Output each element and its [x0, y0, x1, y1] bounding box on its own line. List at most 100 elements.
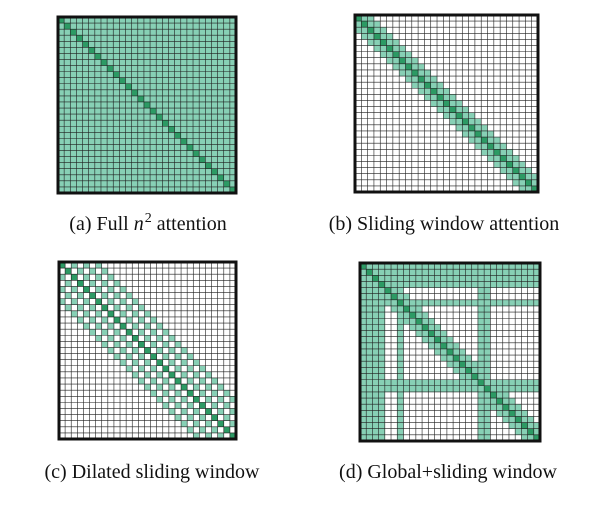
attention-cell — [360, 428, 367, 436]
attention-cell — [119, 35, 126, 42]
attention-cell — [125, 95, 132, 103]
attention-cell — [422, 263, 429, 270]
attention-cell — [107, 335, 115, 342]
attention-cell — [490, 281, 497, 288]
diagonal-cell — [70, 29, 77, 36]
diagonal-cell — [415, 318, 423, 325]
attention-cell — [428, 336, 435, 343]
attention-cell — [107, 120, 114, 127]
attention-cell — [168, 174, 175, 182]
attention-cell — [484, 355, 491, 362]
attention-cell — [490, 404, 497, 411]
diagonal-cell — [107, 65, 114, 72]
attention-cell — [107, 144, 114, 151]
attention-cell — [493, 161, 501, 168]
attention-cell — [453, 348, 460, 356]
attention-cell — [521, 263, 528, 270]
attention-cell — [366, 422, 373, 429]
attention-cell — [162, 168, 169, 175]
attention-cell — [100, 180, 108, 188]
attention-cell — [120, 286, 127, 293]
attention-cell — [229, 156, 237, 163]
attention-cell — [508, 398, 516, 405]
attention-cell — [174, 77, 181, 84]
attention-cell — [143, 41, 151, 48]
attention-cell — [521, 416, 528, 423]
attention-cell — [199, 162, 206, 169]
attention-cell — [440, 348, 448, 356]
attention-cell — [150, 180, 157, 188]
attention-cell — [131, 29, 138, 36]
attention-cell — [100, 17, 108, 24]
attention-cell — [100, 186, 108, 194]
attention-cell — [496, 263, 503, 270]
attention-cell — [168, 77, 175, 84]
attention-cell — [484, 404, 491, 411]
diagonal-cell — [100, 59, 108, 66]
attention-cell — [521, 275, 528, 282]
attention-cell — [180, 29, 188, 36]
attention-cell — [88, 138, 95, 145]
attention-cell — [82, 120, 89, 127]
attention-cell — [199, 29, 206, 36]
attention-cell — [131, 138, 138, 145]
attention-cell — [58, 41, 65, 48]
attention-cell — [59, 274, 66, 281]
attention-cell — [168, 47, 175, 54]
attention-cell — [100, 144, 108, 151]
attention-cell — [82, 162, 89, 169]
attention-cell — [217, 126, 224, 133]
attention-cell — [100, 41, 108, 48]
attention-cell — [89, 316, 96, 324]
attention-cell — [94, 168, 102, 175]
attention-cell — [88, 65, 95, 72]
attention-cell — [107, 71, 114, 78]
attention-cell — [527, 275, 534, 282]
attention-cell — [366, 361, 373, 368]
attention-cell — [471, 361, 479, 368]
attention-cell — [418, 88, 425, 95]
attention-cell — [162, 114, 169, 121]
attention-cell — [113, 83, 120, 90]
attention-cell — [94, 144, 102, 151]
attention-cell — [126, 316, 133, 324]
diagonal-cell — [137, 95, 145, 103]
diagonal-cell — [378, 281, 385, 288]
diagonal-cell — [174, 377, 182, 385]
diagonal-cell — [156, 114, 163, 121]
attention-cell — [89, 304, 96, 311]
attention-cell — [229, 53, 237, 60]
attention-cell — [399, 45, 406, 52]
attention-cell — [186, 126, 194, 133]
attention-cell — [378, 324, 385, 331]
attention-cell — [64, 29, 71, 36]
attention-cell — [94, 41, 102, 48]
attention-cell — [168, 17, 175, 24]
attention-cell — [156, 384, 163, 391]
attention-cell — [366, 355, 373, 362]
attention-cell — [162, 138, 169, 145]
attention-cell — [107, 174, 114, 182]
attention-cell — [360, 416, 367, 423]
attention-cell — [373, 45, 381, 52]
attention-cell — [70, 180, 77, 188]
attention-cell — [82, 29, 89, 36]
attention-cell — [496, 385, 503, 393]
diagonal-cell — [58, 17, 65, 24]
attention-cell — [459, 379, 466, 386]
attention-cell — [150, 77, 157, 84]
attention-cell — [70, 138, 77, 145]
attention-cell — [378, 379, 385, 386]
attention-cell — [64, 120, 71, 127]
attention-cell — [372, 263, 379, 270]
attention-cell — [125, 138, 132, 145]
attention-cell — [186, 17, 194, 24]
attention-cell — [143, 71, 151, 78]
attention-cell — [125, 162, 132, 169]
attention-cell — [446, 385, 454, 393]
attention-cell — [107, 156, 114, 163]
attention-cell — [71, 262, 78, 269]
attention-cell — [384, 299, 392, 307]
attention-cell — [205, 168, 212, 175]
attention-cell — [372, 318, 379, 325]
